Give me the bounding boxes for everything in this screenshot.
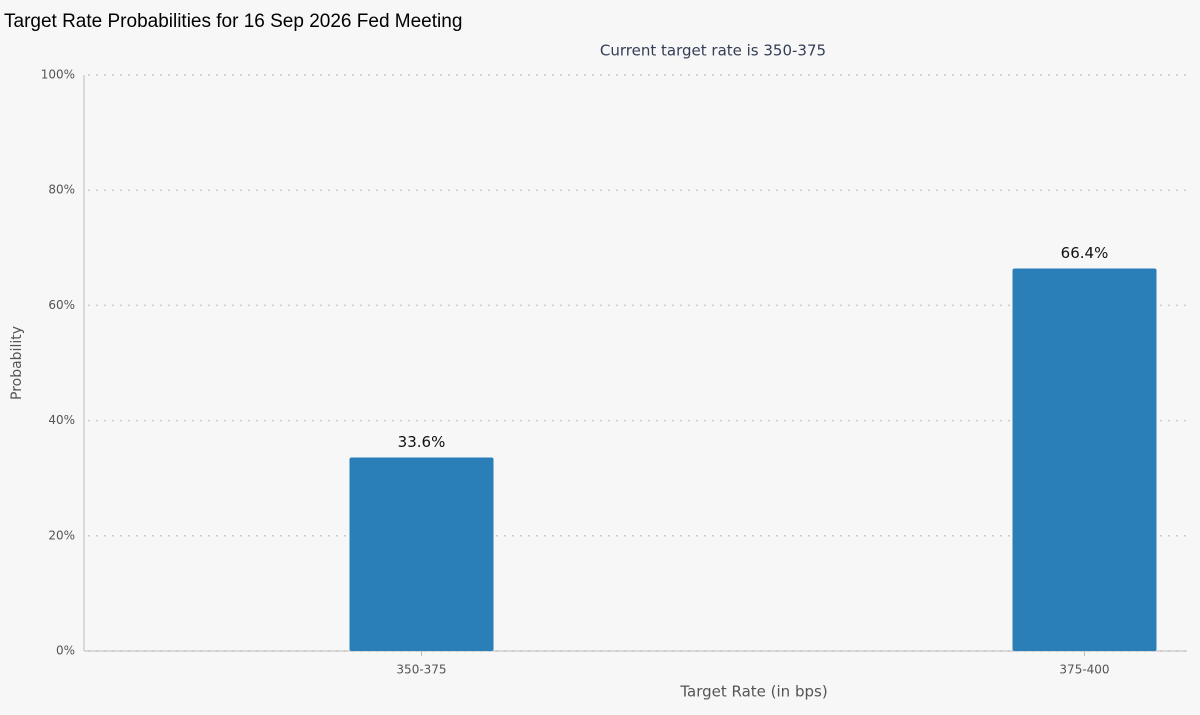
y-tick-label: 60%: [48, 298, 75, 312]
chart-title: Target Rate Probabilities for 16 Sep 202…: [4, 11, 462, 32]
x-tick-label: 350-375: [396, 663, 446, 677]
y-tick-label: 80%: [48, 183, 75, 197]
y-tick-label: 20%: [48, 528, 75, 542]
bar: [349, 457, 494, 651]
x-axis-label: Target Rate (in bps): [679, 683, 827, 701]
data-label: 33.6%: [398, 433, 446, 451]
y-tick-label: 100%: [41, 68, 75, 82]
bar: [1012, 268, 1157, 651]
data-label: 66.4%: [1061, 244, 1109, 262]
x-tick-label: 375-400: [1059, 663, 1109, 677]
y-tick-label: 40%: [48, 413, 75, 427]
y-axis-label: Probability: [9, 326, 25, 400]
y-tick-label: 0%: [56, 644, 75, 658]
chart-subtitle: Current target rate is 350-375: [600, 42, 826, 60]
